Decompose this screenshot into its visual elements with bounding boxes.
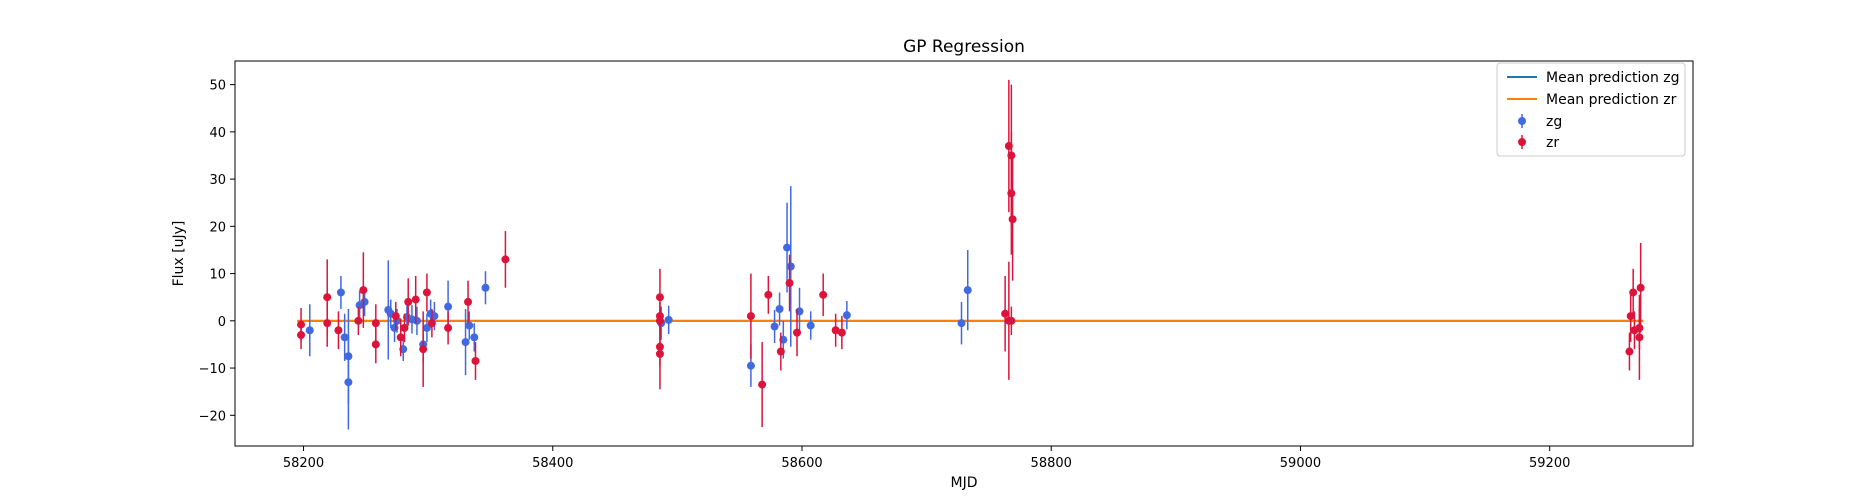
y-tick-label: 0 [218, 315, 226, 330]
data-point-zg [481, 283, 490, 292]
x-tick-label: 59000 [1280, 456, 1321, 471]
data-point-zg [746, 361, 755, 370]
x-tick-label: 59200 [1529, 456, 1570, 471]
legend-marker-zg [1518, 117, 1526, 125]
data-point-zr [1001, 309, 1010, 318]
data-point-zr [411, 295, 420, 304]
data-point-zg [842, 311, 851, 320]
legend-label-mean-zr: Mean prediction zr [1546, 92, 1677, 108]
x-axis-label: MJD [951, 475, 978, 491]
legend-box [1496, 62, 1686, 157]
y-tick-label: 20 [209, 220, 226, 235]
y-tick-label: 30 [209, 173, 226, 188]
data-point-zr [655, 349, 664, 358]
data-point-zr [359, 286, 368, 295]
legend-label-zr: zr [1546, 135, 1559, 151]
data-point-zr [776, 347, 785, 356]
x-tick-label: 58200 [283, 456, 324, 471]
data-point-zr [764, 290, 773, 299]
data-point-zg [336, 288, 345, 297]
legend-label-zg: zg [1546, 114, 1562, 130]
legend-marker-zr [1518, 138, 1526, 146]
data-point-zr [471, 356, 480, 365]
data-point-zg [770, 322, 779, 331]
data-point-zr [464, 297, 473, 306]
data-point-zg [305, 326, 314, 335]
data-point-zg [775, 305, 784, 314]
data-point-zg [963, 286, 972, 295]
legend: Mean prediction zg Mean prediction zr zg… [1496, 62, 1686, 157]
data-point-zr [404, 297, 413, 306]
data-point-zr [419, 345, 428, 354]
data-point-zr [297, 330, 306, 339]
data-point-zr [785, 279, 794, 288]
data-point-zr [1625, 347, 1634, 356]
data-point-zr [371, 319, 380, 328]
x-tick-label: 58800 [1031, 456, 1072, 471]
data-point-zg [344, 378, 353, 387]
data-point-zg [340, 333, 349, 342]
data-point-zr [1629, 288, 1638, 297]
data-point-zr [837, 328, 846, 337]
y-axis-label: Flux [uJy] [171, 221, 187, 287]
data-point-zg [806, 321, 815, 330]
data-point-zr [758, 380, 767, 389]
data-point-zg [412, 316, 421, 325]
data-point-zr [746, 312, 755, 321]
data-point-zr [655, 293, 664, 302]
data-point-zr [831, 326, 840, 335]
data-point-zr [501, 255, 510, 264]
data-point-zr [334, 326, 343, 335]
data-point-zr [1007, 316, 1016, 325]
y-tick-label: 50 [209, 79, 226, 94]
y-tick-label: −10 [199, 362, 226, 377]
data-point-zr [323, 293, 332, 302]
data-point-zg [465, 321, 474, 330]
data-point-zr [1007, 189, 1016, 198]
data-point-zg [461, 338, 470, 347]
x-tick-label: 58400 [532, 456, 573, 471]
data-point-zr [422, 288, 431, 297]
x-tick-label: 58600 [781, 456, 822, 471]
data-point-zg [783, 243, 792, 252]
data-point-zr [371, 340, 380, 349]
y-tick-label: 40 [209, 126, 226, 141]
data-point-zg [470, 333, 479, 342]
data-point-zr [793, 328, 802, 337]
data-point-zg [444, 302, 453, 311]
plot-frame [234, 60, 1694, 447]
data-point-zr [1008, 215, 1017, 224]
data-point-zr [354, 316, 363, 325]
y-tick-label: −20 [199, 409, 226, 424]
data-point-zg [360, 297, 369, 306]
data-point-zr [444, 323, 453, 332]
data-point-zg [422, 323, 431, 332]
data-point-zr [400, 323, 409, 332]
data-point-zr [391, 312, 400, 321]
data-point-zg [957, 319, 966, 328]
data-point-zg [664, 315, 673, 324]
data-point-zg [786, 262, 795, 271]
data-point-zr [396, 333, 405, 342]
data-point-zr [819, 290, 828, 299]
data-point-zr [427, 319, 436, 328]
data-point-zr [1636, 283, 1645, 292]
legend-label-mean-zg: Mean prediction zg [1546, 70, 1680, 86]
plot-elements: 58200 58400 58600 58800 59000 59200 −20 −10 0 10 2… [199, 60, 1694, 471]
y-tick-label: 10 [209, 268, 226, 283]
data-point-zr [1635, 333, 1644, 342]
chart-title: GP Regression [903, 37, 1025, 57]
